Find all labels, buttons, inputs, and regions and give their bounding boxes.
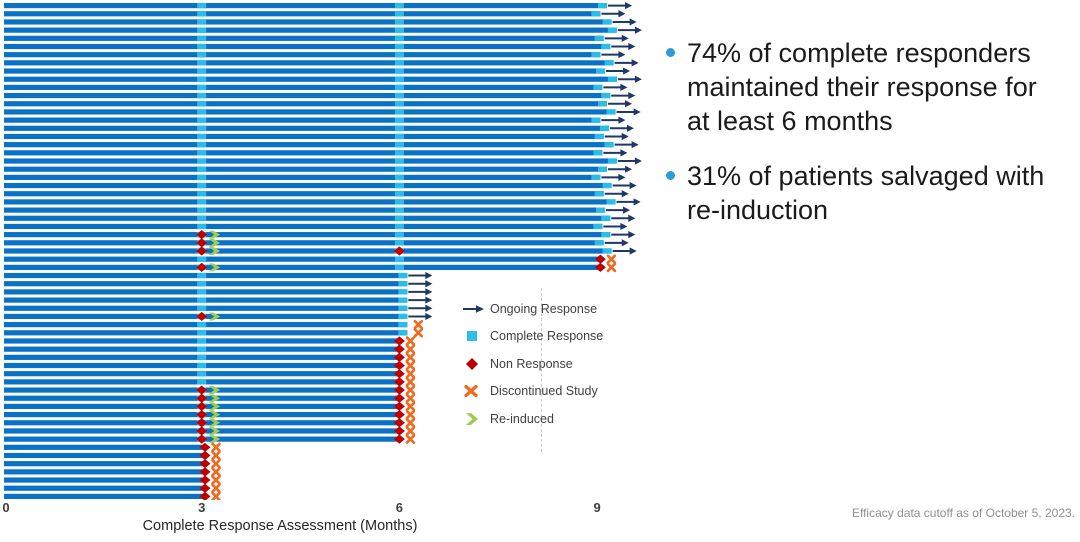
re-induced-chevron-icon [462,412,486,426]
x-tick-label: 0 [2,500,10,515]
x-axis-ticks: 0 3 6 9 [0,500,660,516]
legend-item-ongoing-response: Ongoing Response [462,295,637,323]
legend: Ongoing Response Complete Response Non R… [462,295,637,433]
insight-item-maintained-response: 74% of complete responders maintained th… [666,36,1058,138]
legend-item-non-response: Non Response [462,350,637,378]
swimmer-plot-area: 0 3 6 9 Complete Response Assessment (Month… [0,2,660,534]
x-tick-label: 6 [395,500,403,515]
ongoing-response-arrow-icon [462,304,486,314]
legend-label: Ongoing Response [490,301,598,316]
non-response-diamond-icon [462,357,486,371]
x-axis-title: Complete Response Assessment (Months) [142,518,418,534]
legend-label: Discontinued Study [490,384,598,399]
swimmer-plot [4,2,642,500]
bullet-dot-icon [666,171,675,181]
footnote: Efficacy data cutoff as of October 5, 20… [851,506,1075,520]
legend-label: Non Response [490,356,573,371]
legend-item-complete-response: Complete Response [462,323,637,351]
legend-item-re-induced: Re-induced [462,405,637,433]
legend-dashed-gridline [541,288,542,452]
legend-label: Re-induced [490,411,554,426]
x-tick-label: 3 [198,500,206,515]
insights-panel: 74% of complete responders maintained th… [666,36,1058,248]
discontinued-study-x-icon [462,385,486,398]
legend-item-discontinued-study: Discontinued Study [462,378,637,406]
legend-label: Complete Response [490,329,604,344]
bullet-dot-icon [666,48,675,57]
insight-item-salvaged: 31% of patients salvaged with re-inducti… [666,159,1058,227]
insight-text: 31% of patients salvaged with re-inducti… [687,161,1045,226]
x-tick-label: 9 [593,500,601,515]
complete-response-square-icon [462,330,486,342]
insight-text: 74% of complete responders maintained th… [687,38,1037,137]
